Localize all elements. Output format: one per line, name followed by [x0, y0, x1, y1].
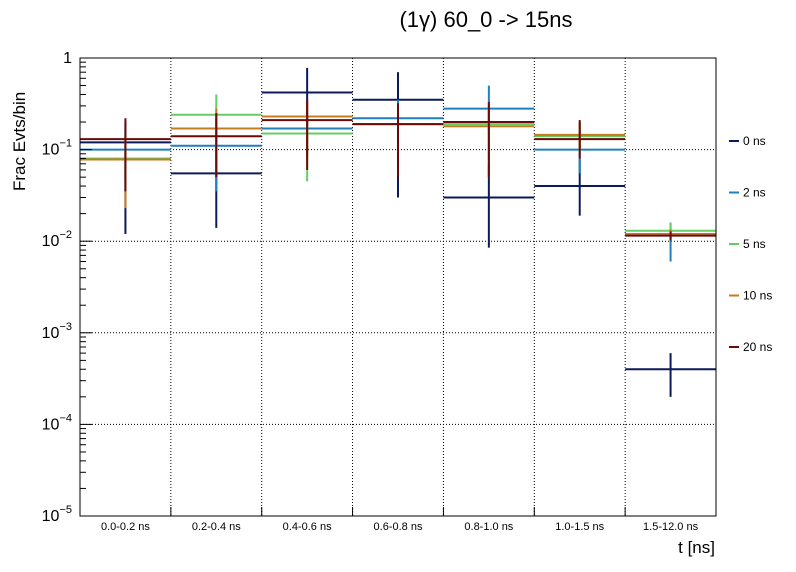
- axis-ticks: 10−5 10−4 10−3 10−2 10−1 1 0.0-0.2 ns 0.2-0.4 n…: [42, 50, 699, 533]
- legend-entry-label: 10 ns: [743, 289, 772, 303]
- y-tick-label: 10−5: [42, 504, 72, 525]
- legend-entry-label: 0 ns: [743, 134, 766, 148]
- legend-entry-label: 5 ns: [743, 237, 766, 251]
- y-tick-label: 10−2: [42, 229, 72, 250]
- x-tick-label: 0.4-0.6 ns: [283, 521, 332, 533]
- legend-entry-label: 2 ns: [743, 186, 766, 200]
- y-tick-label: 1: [63, 50, 72, 67]
- y-tick-label: 10−3: [42, 321, 72, 342]
- x-tick-label: 0.6-0.8 ns: [374, 521, 423, 533]
- y-axis-label: Frac Evts/bin: [10, 92, 29, 191]
- x-axis-label: t [ns]: [678, 538, 715, 557]
- x-tick-label: 1.0-1.5 ns: [555, 521, 604, 533]
- chart-title: (1γ) 60_0 -> 15ns: [399, 7, 572, 32]
- legend: 0 ns 2 ns 5 ns 10 ns 20 ns: [729, 134, 772, 354]
- y-tick-label: 10−1: [42, 138, 72, 159]
- data-series: [80, 67, 716, 397]
- x-tick-label: 0.2-0.4 ns: [192, 521, 241, 533]
- legend-entry-label: 20 ns: [743, 340, 772, 354]
- series-20-ns: [80, 99, 716, 241]
- x-tick-label: 0.0-0.2 ns: [101, 521, 150, 533]
- plot-frame: [79, 57, 717, 517]
- x-tick-label: 1.5-12.0 ns: [643, 521, 699, 533]
- y-tick-label: 10−4: [42, 412, 72, 433]
- x-tick-label: 0.8-1.0 ns: [464, 521, 513, 533]
